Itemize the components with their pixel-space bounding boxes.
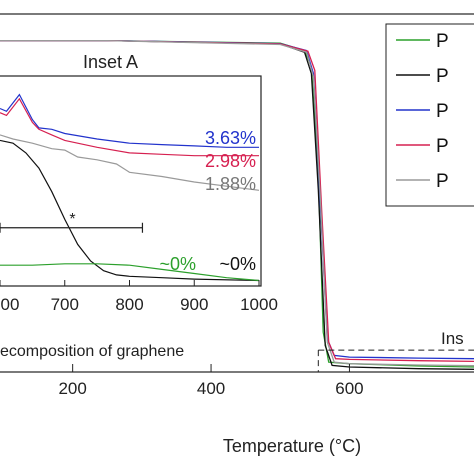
inset-series-group bbox=[0, 93, 260, 282]
x-axis-label: Temperature (°C) bbox=[223, 436, 361, 456]
inset-x-tick-label: 700 bbox=[51, 295, 79, 314]
residue-label: ~0% bbox=[219, 254, 256, 274]
inset-x-tick-label: 00 bbox=[1, 295, 20, 314]
inset-series-line-3 bbox=[0, 134, 260, 191]
legend-label: P bbox=[436, 171, 449, 192]
main-series-group bbox=[0, 39, 474, 370]
main-x-ticks: 200 400 600 bbox=[58, 364, 364, 398]
inset-series-line-1 bbox=[0, 93, 259, 148]
inset-plot-frame bbox=[0, 75, 262, 287]
zoom-box-group bbox=[317, 349, 474, 372]
inset-series-line-2 bbox=[0, 97, 259, 157]
legend-label: P bbox=[436, 66, 449, 87]
inset-x-tick-label: 900 bbox=[180, 295, 208, 314]
main-plot-frame bbox=[0, 13, 474, 373]
inset-x-tick-label: 1000 bbox=[240, 295, 278, 314]
inset-x-ticks: 00 700 800 900 1000 bbox=[0, 280, 278, 314]
inset-range-marker: * bbox=[0, 211, 144, 233]
inset-series-line-5 bbox=[0, 263, 260, 282]
legend-frame bbox=[385, 23, 474, 207]
inset-a: Inset A * 3.63% 2.98% 1.88% ~0% ~0% 00 700 800… bbox=[0, 52, 278, 314]
inset-callout-label: Ins bbox=[441, 329, 464, 348]
inset-title: Inset A bbox=[83, 52, 138, 72]
inset-caption: ecomposition of graphene bbox=[0, 343, 184, 360]
inset-residue-labels: 3.63% 2.98% 1.88% ~0% ~0% bbox=[159, 128, 256, 274]
legend-label: P bbox=[436, 136, 449, 157]
residue-label: ~0% bbox=[159, 254, 196, 274]
legend-label: P bbox=[436, 31, 449, 52]
residue-label: 2.98% bbox=[205, 151, 256, 171]
legend-label: P bbox=[436, 101, 449, 122]
residue-label: 3.63% bbox=[205, 128, 256, 148]
residue-label: 1.88% bbox=[205, 174, 256, 194]
inset-x-tick-label: 800 bbox=[115, 295, 143, 314]
main-x-tick-label: 400 bbox=[197, 379, 225, 398]
range-marker-star: * bbox=[69, 211, 75, 228]
inset-series-line-4 bbox=[0, 139, 260, 282]
main-x-tick-label: 200 bbox=[58, 379, 86, 398]
main-x-tick-label: 600 bbox=[335, 379, 363, 398]
main-series-line-5 bbox=[0, 39, 474, 367]
